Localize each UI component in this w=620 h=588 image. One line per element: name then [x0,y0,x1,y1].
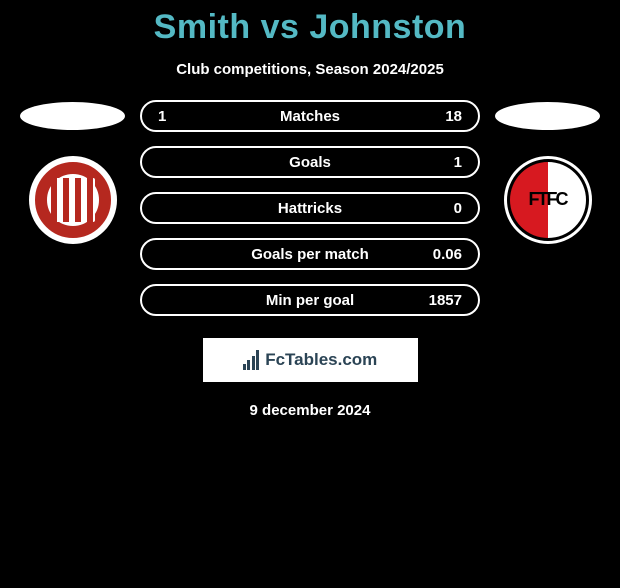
stat-left-value: 1 [158,108,208,125]
right-club-badge: FTFC [504,156,592,244]
stat-right-value: 0.06 [412,246,462,263]
branding-label: FcTables.com [265,350,377,370]
stat-row-goals-per-match: Goals per match 0.06 [140,238,480,270]
stat-label: Goals [208,154,412,171]
date-label: 9 december 2024 [0,402,620,419]
badge-ring-icon [35,162,111,238]
badge-text-icon: FTFC [529,190,567,210]
left-player-avatar-placeholder [20,102,125,130]
comparison-panel: 1 Matches 18 Goals 1 Hattricks 0 Goals p… [0,100,620,316]
subtitle: Club competitions, Season 2024/2025 [0,61,620,78]
stat-row-min-per-goal: Min per goal 1857 [140,284,480,316]
stat-label: Matches [208,108,412,125]
left-club-badge [29,156,117,244]
stat-right-value: 1 [412,154,462,171]
branding-box: FcTables.com [203,338,418,382]
stat-label: Goals per match [208,246,412,263]
stat-row-matches: 1 Matches 18 [140,100,480,132]
stat-right-value: 0 [412,200,462,217]
right-player-avatar-placeholder [495,102,600,130]
right-player-column: FTFC [490,100,605,244]
stats-table: 1 Matches 18 Goals 1 Hattricks 0 Goals p… [130,100,490,316]
left-player-column [15,100,130,244]
stat-label: Hattricks [208,200,412,217]
stat-right-value: 18 [412,108,462,125]
page-title: Smith vs Johnston [0,8,620,47]
chart-icon [243,350,260,370]
stat-label: Min per goal [208,292,412,309]
stat-right-value: 1857 [412,292,462,309]
stat-row-goals: Goals 1 [140,146,480,178]
stat-row-hattricks: Hattricks 0 [140,192,480,224]
